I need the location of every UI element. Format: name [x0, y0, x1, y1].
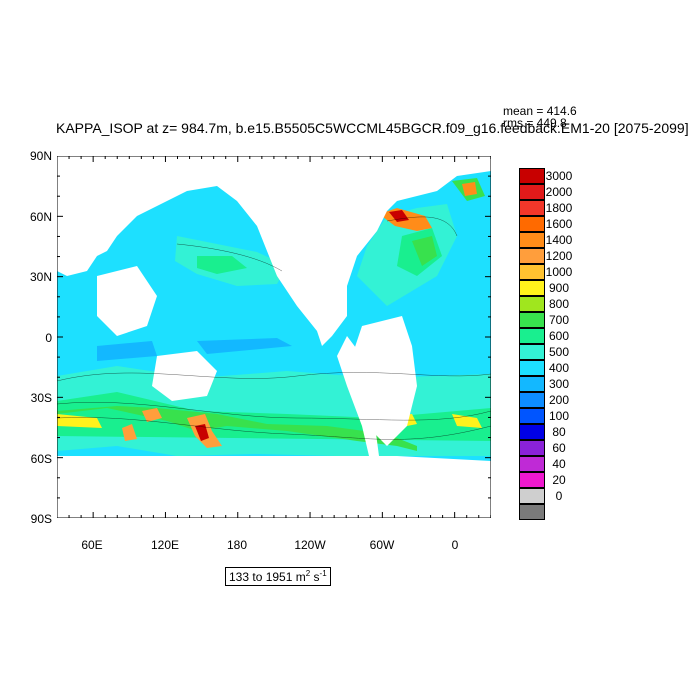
legend-label: 400 — [548, 361, 570, 375]
range-sup-2: -1 — [319, 569, 327, 578]
legend-swatch — [519, 488, 545, 504]
y-tick-30n: 30N — [29, 270, 52, 284]
rms-stat: rms = 449.8 — [503, 116, 567, 130]
legend-label: 700 — [548, 313, 570, 327]
legend-label: 600 — [548, 329, 570, 343]
legend-swatch — [519, 280, 545, 296]
x-tick-60e: 60E — [81, 538, 103, 552]
hotspot-agulhas — [452, 414, 482, 428]
southern-green-band — [57, 406, 417, 451]
hotspot-indian-3 — [142, 408, 162, 422]
hotspot-indian-2 — [122, 424, 137, 441]
legend-label: 300 — [548, 377, 570, 391]
y-tick-90s: 90S — [30, 512, 52, 526]
legend-swatch — [519, 312, 545, 328]
legend-swatch — [519, 440, 545, 456]
y-tick-90n: 90N — [29, 149, 52, 163]
range-text: 133 to 1951 m — [229, 570, 306, 584]
northern-landmass — [57, 156, 491, 346]
legend-swatch — [519, 216, 545, 232]
labrador-core — [389, 210, 409, 222]
legend-swatch — [519, 472, 545, 488]
legend-label: 40 — [552, 457, 566, 471]
legend-swatch — [519, 424, 545, 440]
x-tick-120e: 120E — [150, 538, 180, 552]
southern-edge — [57, 446, 491, 461]
range-sup-1: 2 — [305, 569, 311, 578]
nordic-hotspot — [462, 182, 477, 196]
legend-swatch — [519, 264, 545, 280]
axis-ticks — [56, 155, 492, 519]
legend-swatch — [519, 408, 545, 424]
legend-swatch — [519, 328, 545, 344]
kuroshio-core — [197, 256, 247, 274]
legend-label: 1400 — [545, 233, 573, 247]
legend-label: 1800 — [545, 201, 573, 215]
legend-label: 800 — [548, 297, 570, 311]
range-label: 133 to 1951 m2 s-1 — [225, 567, 331, 586]
gulf-stream-green — [412, 236, 437, 266]
legend-label: 0 — [555, 489, 563, 503]
legend-swatch — [519, 376, 545, 392]
south-america — [337, 336, 379, 456]
y-tick-0: 0 — [45, 331, 52, 345]
legend-swatch — [519, 456, 545, 472]
x-tick-120w: 120W — [294, 538, 326, 552]
equatorial-indian — [97, 341, 157, 361]
x-tick-180: 180 — [226, 538, 248, 552]
legend-label: 3000 — [545, 169, 573, 183]
y-tick-60n: 60N — [29, 210, 52, 224]
map-plot — [56, 155, 492, 519]
map-svg — [56, 155, 492, 519]
y-tick-30s: 30S — [30, 391, 52, 405]
legend-swatch — [519, 360, 545, 376]
legend-swatch — [519, 296, 545, 312]
y-tick-60s: 60S — [30, 452, 52, 466]
plot-title: KAPPA_ISOP at z= 984.7m, b.e15.B5505C5WC… — [56, 120, 689, 136]
legend-label: 20 — [552, 473, 566, 487]
legend-label: 200 — [548, 393, 570, 407]
legend-label: 100 — [548, 409, 570, 423]
range-mid: s — [310, 570, 320, 584]
x-tick-0: 0 — [451, 538, 459, 552]
legend-label: 1000 — [545, 265, 573, 279]
stats-box: mean = 414.6 rms = 449.8 — [503, 105, 577, 129]
legend-swatch — [519, 232, 545, 248]
australia — [152, 351, 217, 401]
mean-stat: mean = 414.6 — [503, 104, 577, 118]
legend-label: 1200 — [545, 249, 573, 263]
legend-label: 500 — [548, 345, 570, 359]
legend-swatch — [519, 504, 545, 520]
legend-label: 60 — [552, 441, 566, 455]
legend-label: 80 — [552, 425, 566, 439]
asia-south — [97, 266, 157, 336]
legend-label: 1600 — [545, 217, 573, 231]
equatorial-pacific — [197, 338, 292, 354]
legend-label: 900 — [548, 281, 570, 295]
legend-swatch — [519, 184, 545, 200]
legend-swatch — [519, 392, 545, 408]
legend-swatch — [519, 248, 545, 264]
contour-lines — [57, 216, 491, 440]
hotspot-tasman-core — [195, 424, 209, 441]
legend-swatch — [519, 200, 545, 216]
x-tick-60w: 60W — [369, 538, 395, 552]
legend-swatch — [519, 344, 545, 360]
legend-label: 2000 — [545, 185, 573, 199]
antarctica — [57, 456, 491, 518]
legend-swatch — [519, 168, 545, 184]
